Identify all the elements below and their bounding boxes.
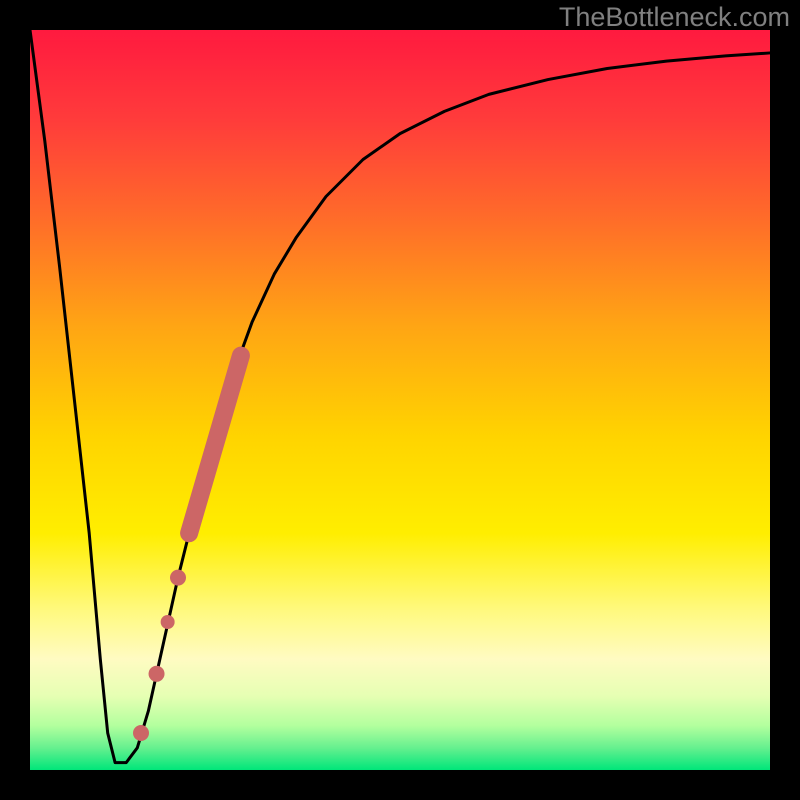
- watermark-text: TheBottleneck.com: [559, 2, 790, 33]
- chart-container: TheBottleneck.com: [0, 0, 800, 800]
- bottleneck-chart: [0, 0, 800, 800]
